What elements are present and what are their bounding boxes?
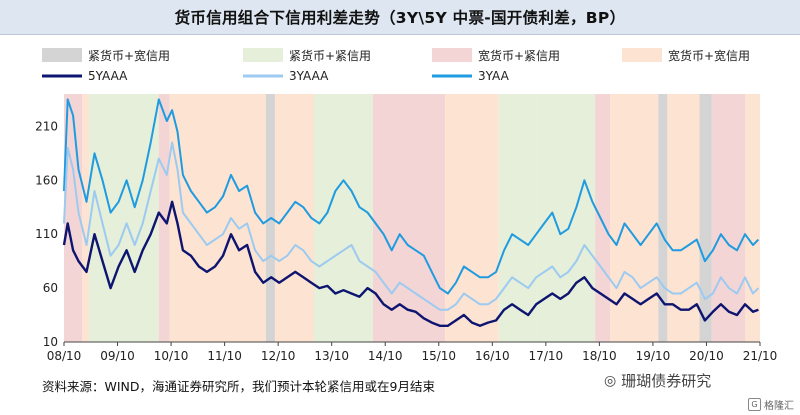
- legend-swatch: [243, 48, 283, 62]
- y-tick-label: 10: [43, 335, 58, 349]
- regime-band-tight_money_loose_credit: [699, 94, 712, 342]
- legend-item-5YAAA: 5YAAA: [42, 69, 128, 83]
- x-tick-label: 15/10: [421, 349, 456, 363]
- spread-chart: 紧货币+宽信用 紧货币+紧信用 宽货币+紧信用 宽货币+宽信用 5YAAA 3YAAA 3Y…: [35, 48, 778, 363]
- legend-item-loose_money_loose_credit: 宽货币+宽信用: [622, 48, 750, 63]
- legend-item-3YAA: 3YAA: [432, 69, 510, 83]
- regime-band-loose_money_tight_credit: [711, 94, 746, 342]
- x-tick-label: 10/10: [154, 349, 189, 363]
- x-tick-label: 14/10: [368, 349, 403, 363]
- legend-label: 3YAAA: [289, 69, 329, 83]
- x-tick-label: 19/10: [636, 349, 671, 363]
- legend-label: 宽货币+紧信用: [478, 48, 560, 63]
- regime-band-loose_money_tight_credit: [372, 94, 446, 342]
- legend-label: 紧货币+紧信用: [289, 48, 371, 63]
- x-tick-label: 21/10: [743, 349, 778, 363]
- x-tick-label: 16/10: [475, 349, 510, 363]
- x-tick-label: 09/10: [100, 349, 135, 363]
- regime-band-loose_money_loose_credit: [274, 94, 315, 342]
- regime-band-loose_money_loose_credit: [667, 94, 700, 342]
- regime-band-tight_money_tight_credit: [89, 94, 159, 342]
- legend-swatch: [42, 48, 82, 62]
- x-tick-label: 11/10: [207, 349, 242, 363]
- x-tick-label: 20/10: [689, 349, 724, 363]
- regime-band-loose_money_loose_credit: [169, 94, 266, 342]
- badge-icon: G: [748, 398, 761, 411]
- regime-band-tight_money_tight_credit: [536, 94, 596, 342]
- source-note: 资料来源：WIND，海通证券研究所，我们预计本轮紧信用或在9月结束: [42, 379, 435, 394]
- wechat-icon: ◎: [604, 372, 617, 389]
- series-line-3YAA: [63, 98, 760, 295]
- y-tick-label: 210: [35, 119, 58, 133]
- x-tick-label: 12/10: [261, 349, 296, 363]
- legend-item-tight_money_tight_credit: 紧货币+紧信用: [243, 48, 371, 63]
- y-tick-label: 110: [35, 227, 58, 241]
- regime-band-loose_money_loose_credit: [82, 94, 90, 342]
- x-tick-label: 17/10: [529, 349, 564, 363]
- legend-label: 3YAA: [478, 69, 510, 83]
- legend-item-loose_money_tight_credit: 宽货币+紧信用: [432, 48, 560, 63]
- regime-bands: [64, 94, 760, 342]
- chart-title: 货币信用组合下信用利差走势（3Y\5Y 中票-国开债利差，BP）: [174, 9, 626, 27]
- watermark: ◎ 珊瑚债券研究: [604, 370, 711, 391]
- regime-band-tight_money_tight_credit: [498, 94, 537, 342]
- y-tick-label: 60: [43, 281, 58, 295]
- x-tick-label: 13/10: [314, 349, 349, 363]
- legend-label: 宽货币+宽信用: [668, 48, 750, 63]
- regime-band-loose_money_tight_credit: [595, 94, 611, 342]
- series-line-5YAAA: [62, 200, 759, 327]
- x-tick-label: 08/10: [47, 349, 82, 363]
- regime-band-tight_money_loose_credit: [658, 94, 668, 342]
- series-line-3YAAA: [63, 141, 760, 311]
- x-tick-label: 18/10: [582, 349, 617, 363]
- legend-label: 5YAAA: [88, 69, 128, 83]
- legend-item-tight_money_loose_credit: 紧货币+宽信用: [42, 48, 170, 63]
- chart-title-bar: 货币信用组合下信用利差走势（3Y\5Y 中票-国开债利差，BP）: [0, 0, 800, 35]
- legend-swatch: [622, 48, 662, 62]
- legend-swatch: [432, 48, 472, 62]
- legend-label: 紧货币+宽信用: [88, 48, 170, 63]
- watermark-text: 珊瑚债券研究: [621, 372, 712, 390]
- regime-band-loose_money_loose_credit: [745, 94, 760, 342]
- badge-text: 格隆汇: [764, 401, 794, 412]
- legend-item-3YAAA: 3YAAA: [243, 69, 329, 83]
- y-tick-label: 160: [35, 173, 58, 187]
- badge: G 格隆汇: [748, 397, 794, 412]
- regime-band-loose_money_loose_credit: [445, 94, 499, 342]
